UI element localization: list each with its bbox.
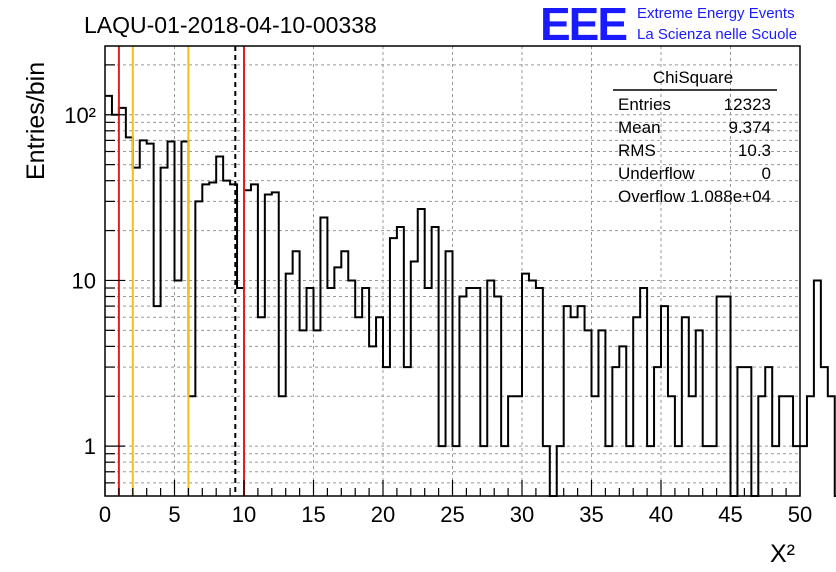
stats-value-mean: 9.374 — [728, 118, 771, 137]
stats-value-entries: 12323 — [724, 95, 771, 114]
stats-box: ChiSquare Entries 12323 Mean 9.374 RMS 1… — [613, 68, 777, 206]
x-tick-label: 5 — [168, 502, 180, 527]
x-tick-label: 30 — [510, 502, 534, 527]
x-tick-label: 40 — [649, 502, 673, 527]
eee-logo: EEE — [540, 0, 626, 50]
x-tick-label: 10 — [232, 502, 256, 527]
y-tick-label: 10 — [72, 268, 96, 293]
stats-value-overflow: 1.088e+04 — [690, 187, 771, 206]
y-tick-label: 10² — [64, 103, 96, 128]
stats-value-rms: 10.3 — [738, 141, 771, 160]
x-tick-label: 15 — [301, 502, 325, 527]
stats-label-underflow: Underflow — [618, 164, 695, 183]
histogram-bins — [105, 94, 836, 497]
x-tick-label: 35 — [579, 502, 603, 527]
cut-lines — [117, 46, 245, 496]
axis-ticks — [104, 64, 801, 496]
stats-label-rms: RMS — [618, 141, 656, 160]
x-tick-label: 25 — [440, 502, 464, 527]
grid-lines — [105, 46, 800, 496]
stats-label-overflow: Overflow — [618, 187, 686, 206]
stats-label-entries: Entries — [618, 95, 671, 114]
histogram-outline — [105, 94, 836, 497]
x-tick-labels: 0 5 10 15 20 25 30 35 40 45 50 — [99, 502, 812, 527]
logo-line-2: La Scienza nelle Scuole — [637, 26, 797, 43]
stats-box-title: ChiSquare — [653, 68, 733, 87]
y-tick-labels: 1 10 10² — [64, 103, 96, 459]
x-tick-label: 45 — [718, 502, 742, 527]
y-tick-label: 1 — [84, 434, 96, 459]
x-tick-label: 20 — [371, 502, 395, 527]
x-tick-label: 50 — [788, 502, 812, 527]
stats-value-underflow: 0 — [762, 164, 771, 183]
x-axis-label: X² — [770, 540, 795, 568]
x-tick-label: 0 — [99, 502, 111, 527]
logo-line-1: Extreme Energy Events — [637, 5, 795, 22]
stats-label-mean: Mean — [618, 118, 661, 137]
y-axis-label: Entries/bin — [22, 62, 50, 180]
run-title: LAQU-01-2018-04-10-00338 — [84, 12, 377, 38]
